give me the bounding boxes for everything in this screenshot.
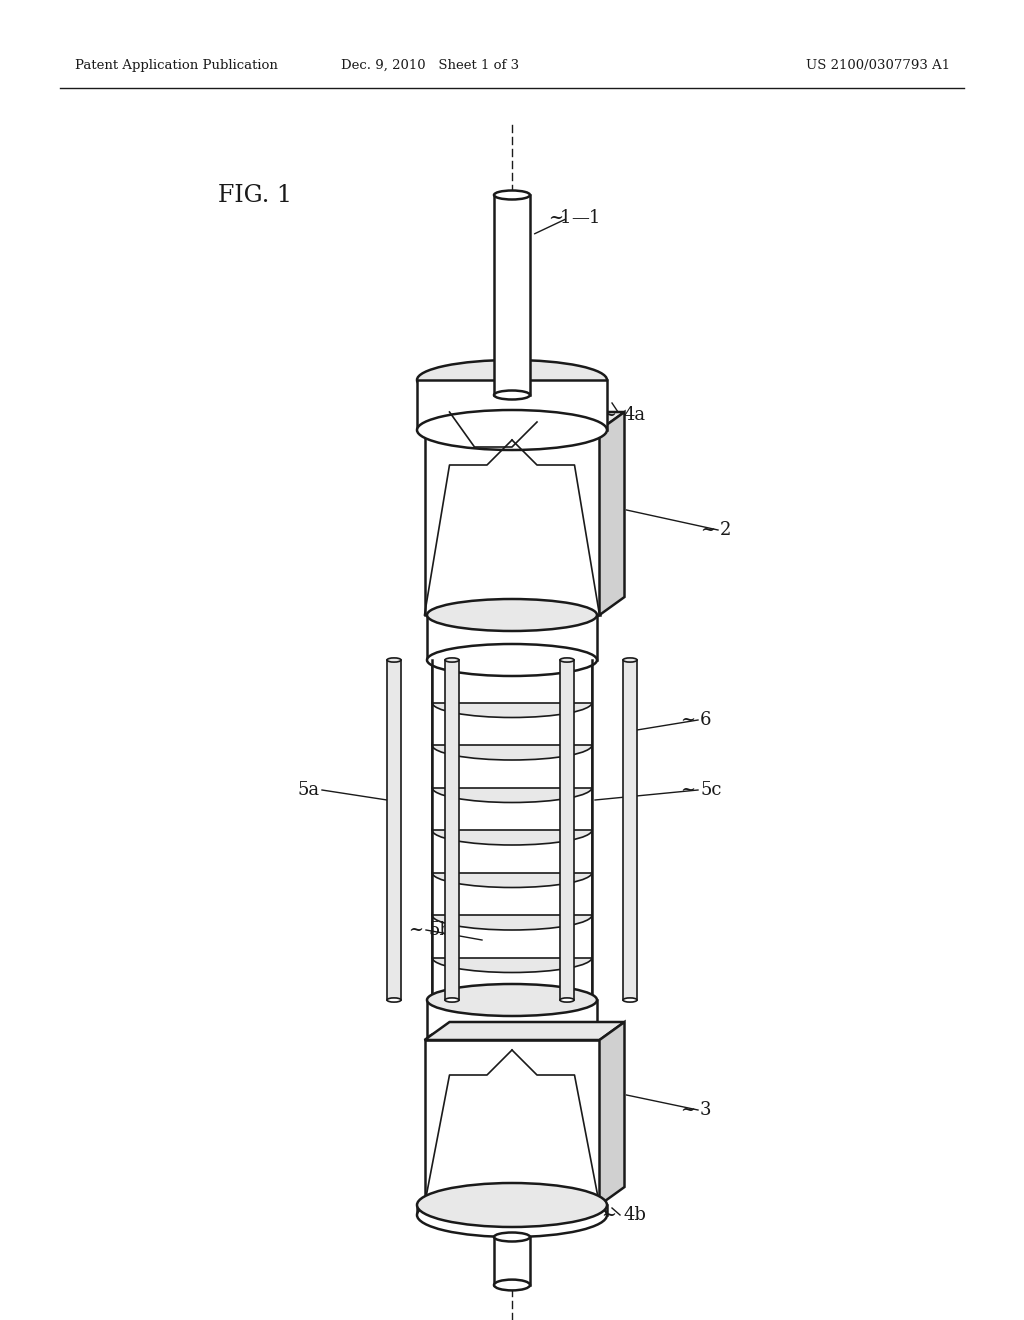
Polygon shape (417, 1205, 607, 1214)
Polygon shape (417, 380, 607, 430)
Ellipse shape (427, 599, 597, 631)
Text: ~: ~ (680, 781, 695, 799)
Polygon shape (432, 788, 592, 830)
Text: 5a: 5a (298, 781, 319, 799)
Polygon shape (425, 1022, 625, 1040)
Ellipse shape (387, 657, 401, 663)
Text: 4b: 4b (623, 1206, 646, 1224)
Text: 3: 3 (700, 1101, 712, 1119)
Text: FIG. 1: FIG. 1 (218, 183, 292, 206)
Polygon shape (432, 660, 592, 702)
Ellipse shape (560, 998, 574, 1002)
Ellipse shape (427, 1024, 597, 1056)
Ellipse shape (432, 858, 592, 887)
Ellipse shape (427, 983, 597, 1016)
Polygon shape (599, 1022, 625, 1205)
Text: ~: ~ (408, 921, 423, 939)
Polygon shape (432, 702, 592, 744)
Ellipse shape (494, 1279, 530, 1291)
Polygon shape (432, 744, 592, 788)
Polygon shape (432, 915, 592, 957)
Ellipse shape (494, 1233, 530, 1242)
Ellipse shape (432, 900, 592, 931)
Polygon shape (427, 615, 597, 660)
Text: ~: ~ (601, 1206, 616, 1224)
Polygon shape (432, 957, 592, 1001)
Text: ~: ~ (548, 209, 563, 227)
Ellipse shape (432, 772, 592, 803)
Ellipse shape (417, 1193, 607, 1237)
Polygon shape (432, 830, 592, 873)
Ellipse shape (417, 360, 607, 400)
Polygon shape (425, 430, 599, 615)
Ellipse shape (387, 998, 401, 1002)
Polygon shape (623, 660, 637, 1001)
Ellipse shape (445, 657, 459, 663)
Polygon shape (494, 1237, 530, 1284)
Ellipse shape (494, 190, 530, 199)
Polygon shape (387, 660, 401, 1001)
Text: 1: 1 (560, 209, 571, 227)
Ellipse shape (432, 688, 592, 718)
Text: ~: ~ (700, 521, 715, 539)
Text: ~: ~ (680, 1101, 695, 1119)
Text: 5c: 5c (700, 781, 722, 799)
Text: ~: ~ (680, 711, 695, 729)
Ellipse shape (623, 657, 637, 663)
Polygon shape (425, 1040, 599, 1205)
Text: 4a: 4a (623, 407, 645, 424)
Text: US 2100/0307793 A1: US 2100/0307793 A1 (806, 58, 950, 71)
Text: Dec. 9, 2010   Sheet 1 of 3: Dec. 9, 2010 Sheet 1 of 3 (341, 58, 519, 71)
Ellipse shape (427, 644, 597, 676)
Text: 6: 6 (700, 711, 712, 729)
Polygon shape (425, 412, 625, 430)
Text: ~: ~ (601, 407, 616, 424)
Ellipse shape (445, 998, 459, 1002)
Ellipse shape (432, 942, 592, 973)
Ellipse shape (432, 645, 592, 675)
Ellipse shape (560, 657, 574, 663)
Ellipse shape (417, 1183, 607, 1228)
Polygon shape (432, 873, 592, 915)
Ellipse shape (494, 391, 530, 400)
Polygon shape (560, 660, 574, 1001)
Text: 2: 2 (720, 521, 731, 539)
Text: Patent Application Publication: Patent Application Publication (75, 58, 278, 71)
Polygon shape (427, 1001, 597, 1040)
Polygon shape (494, 195, 530, 395)
Text: 5b: 5b (428, 921, 451, 939)
Ellipse shape (432, 985, 592, 1015)
Polygon shape (599, 412, 625, 615)
Text: —1: —1 (571, 209, 600, 227)
Ellipse shape (623, 998, 637, 1002)
Ellipse shape (432, 730, 592, 760)
Polygon shape (445, 660, 459, 1001)
Ellipse shape (417, 411, 607, 450)
Ellipse shape (432, 814, 592, 845)
